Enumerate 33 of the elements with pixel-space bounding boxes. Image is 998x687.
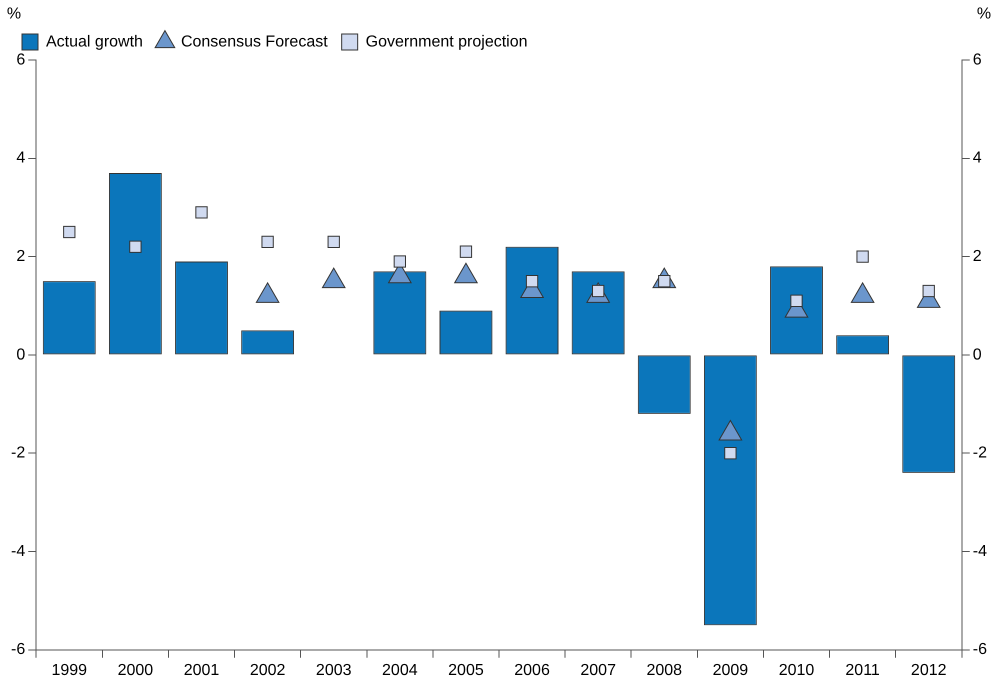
y-axis-title: % — [6, 5, 22, 22]
x-tick-label: 2001 — [184, 662, 220, 679]
x-tick-label: 2008 — [646, 662, 682, 679]
y2-tick-label: -2 — [972, 444, 988, 462]
x-tick-label: 1999 — [51, 662, 88, 679]
x-tick-label: 2010 — [778, 662, 814, 679]
y2-tick-label: 0 — [972, 346, 982, 364]
y2-tick-label: 4 — [972, 150, 982, 167]
y-tick-label: -2 — [10, 444, 26, 462]
y2-tick-label: 2 — [972, 248, 982, 266]
legend-label: Government projection — [366, 33, 528, 50]
x-tick-label: 2002 — [250, 662, 286, 679]
y2-tick-label: -6 — [972, 641, 988, 658]
y-tick-label: -6 — [10, 641, 26, 658]
y-tick-label: 6 — [16, 51, 26, 68]
x-tick-label: 2012 — [910, 662, 947, 679]
y2-tick-label: 6 — [972, 51, 982, 68]
x-tick-label: 2004 — [382, 662, 418, 679]
x-tick-label: 2005 — [448, 662, 484, 679]
y-tick-label: 0 — [16, 346, 26, 364]
x-tick-label: 2009 — [712, 662, 748, 679]
legend-label: Actual growth — [46, 33, 143, 50]
x-tick-label: 2007 — [580, 662, 616, 679]
y-tick-label: 2 — [16, 248, 26, 266]
legend-label: Consensus Forecast — [180, 33, 328, 50]
x-tick-label: 2003 — [316, 662, 352, 679]
y-tick-label: -4 — [10, 542, 26, 560]
x-tick-label: 2000 — [118, 662, 154, 679]
x-tick-label: 2006 — [514, 662, 550, 679]
y-tick-label: 4 — [16, 150, 26, 167]
x-tick-label: 2011 — [845, 662, 880, 679]
y2-tick-label: -4 — [972, 542, 988, 560]
y2-axis-title: % — [976, 5, 992, 22]
